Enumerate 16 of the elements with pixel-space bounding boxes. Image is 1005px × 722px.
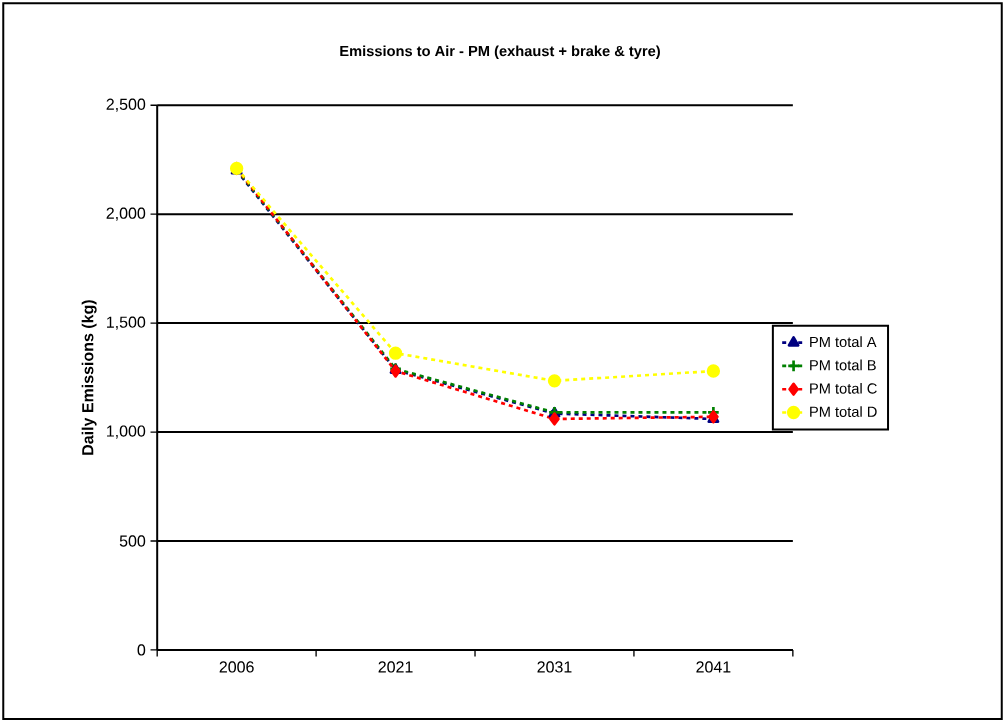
chart-title: Emissions to Air - PM (exhaust + brake & tyre) xyxy=(340,45,660,59)
legend-label: PM total C xyxy=(810,382,877,394)
x-tick-label: 2006 xyxy=(219,661,254,673)
legend-label: PM total B xyxy=(810,359,876,371)
y-tick-label: 500 xyxy=(119,535,146,547)
y-tick-label: 2,000 xyxy=(106,207,146,221)
y-tick-label: 2,500 xyxy=(106,98,146,112)
x-tick-label: 2041 xyxy=(696,661,731,673)
x-tick-label: 2031 xyxy=(537,661,572,673)
y-axis-title: Daily Emissions (kg) xyxy=(81,300,97,455)
y-tick-label: 1,500 xyxy=(107,316,146,330)
y-tick-label: 1,000 xyxy=(107,425,146,439)
legend-label: PM total D xyxy=(810,406,877,417)
y-tick-label: 0 xyxy=(137,644,146,656)
x-tick-label: 2021 xyxy=(378,661,413,673)
legend-label: PM total A xyxy=(810,336,877,348)
